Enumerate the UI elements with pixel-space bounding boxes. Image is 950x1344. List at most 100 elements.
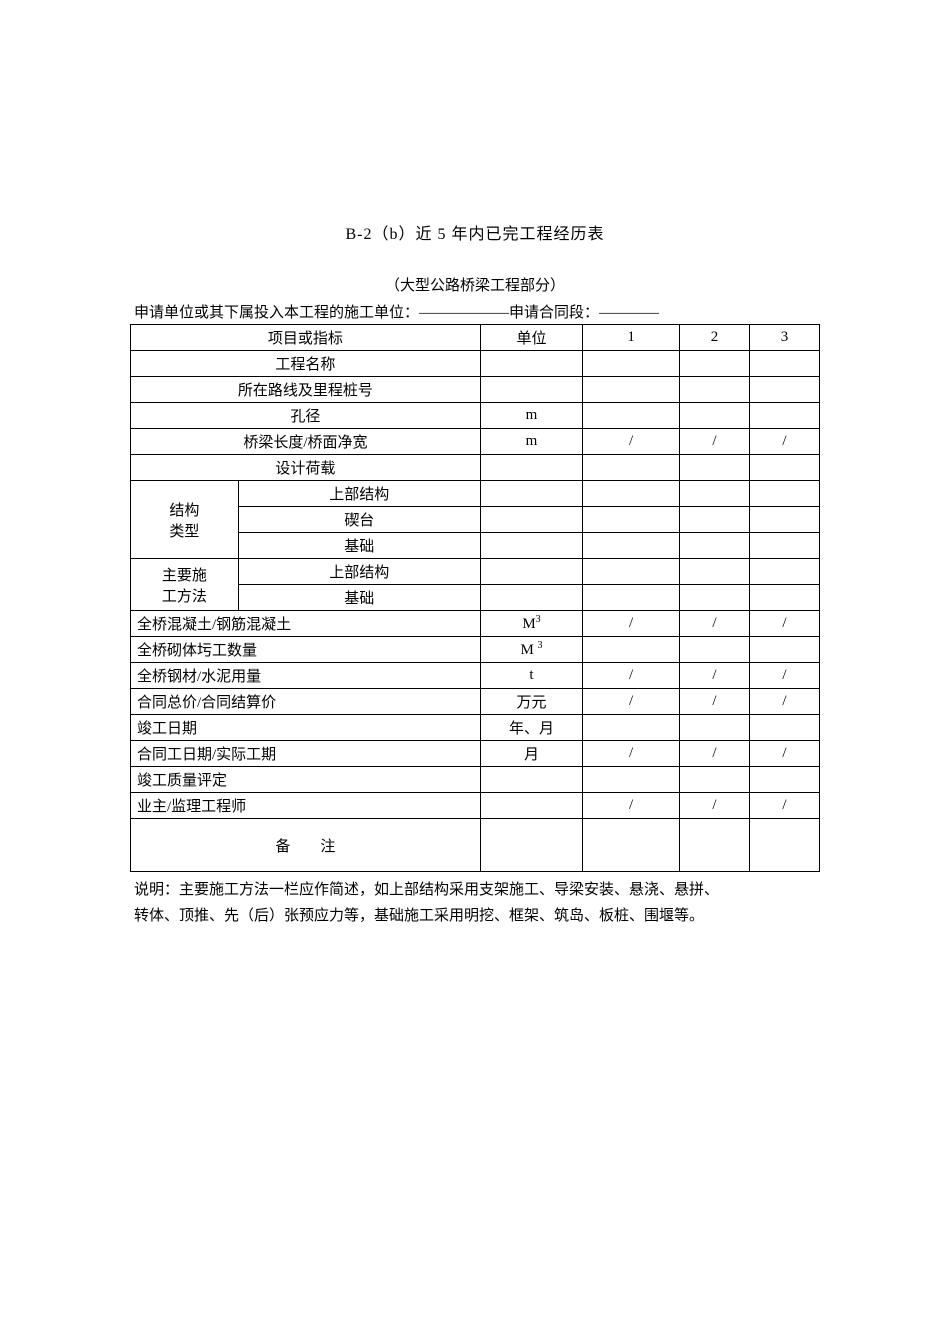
cell xyxy=(480,351,582,377)
header-line: 申请单位或其下属投入本工程的施工单位：——————申请合同段：———— xyxy=(134,301,820,322)
row-method-found: 基础 xyxy=(238,585,480,611)
row-struct-found: 基础 xyxy=(238,533,480,559)
header-mid: 申请合同段： xyxy=(509,305,599,321)
cell xyxy=(749,507,819,533)
cell: / xyxy=(583,611,680,637)
cell xyxy=(583,403,680,429)
cell xyxy=(480,455,582,481)
row-concrete: 全桥混凝土/钢筋混凝土 xyxy=(131,611,481,637)
cell-unit: m xyxy=(480,429,582,455)
cell xyxy=(583,715,680,741)
cell xyxy=(749,585,819,611)
cell xyxy=(680,403,750,429)
note-line-1: 说明：主要施工方法一栏应作简述，如上部结构采用支架施工、导梁安装、悬浇、悬拼、 xyxy=(134,882,719,898)
cell: / xyxy=(749,741,819,767)
cell xyxy=(480,481,582,507)
cell xyxy=(680,481,750,507)
cell xyxy=(680,455,750,481)
page-subtitle: （大型公路桥梁工程部分） xyxy=(130,274,820,295)
cell xyxy=(480,507,582,533)
table-row: 设计荷载 xyxy=(131,455,820,481)
row-steel-cement: 全桥钢材/水泥用量 xyxy=(131,663,481,689)
cell xyxy=(680,533,750,559)
table-row: 全桥混凝土/钢筋混凝土 M3 / / / xyxy=(131,611,820,637)
cell-unit: 万元 xyxy=(480,689,582,715)
cell xyxy=(480,585,582,611)
row-owner: 业主/监理工程师 xyxy=(131,793,481,819)
cell xyxy=(583,455,680,481)
table-row: 工程名称 xyxy=(131,351,820,377)
cell xyxy=(749,351,819,377)
cell xyxy=(680,559,750,585)
experience-table: 项目或指标 单位 1 2 3 工程名称 所在路线及里程桩号 孔径 m 桥梁长度/… xyxy=(130,324,820,872)
row-route: 所在路线及里程桩号 xyxy=(131,377,481,403)
method-l2: 工方法 xyxy=(162,589,207,605)
page-title: B-2（b）近 5 年内已完工程经历表 xyxy=(130,220,820,244)
cell: / xyxy=(749,689,819,715)
table-row: 主要施 工方法 上部结构 xyxy=(131,559,820,585)
header-blank-2: ———— xyxy=(599,305,659,321)
cell xyxy=(749,403,819,429)
cell: / xyxy=(680,793,750,819)
cell-unit: M 3 xyxy=(480,637,582,663)
cell xyxy=(749,559,819,585)
cell xyxy=(583,767,680,793)
note-text: 说明：主要施工方法一栏应作简述，如上部结构采用支架施工、导梁安装、悬浇、悬拼、 … xyxy=(134,878,820,929)
row-contract-price: 合同总价/合同结算价 xyxy=(131,689,481,715)
cell: / xyxy=(583,689,680,715)
cell: / xyxy=(680,689,750,715)
cell xyxy=(749,715,819,741)
cell-unit: M3 xyxy=(480,611,582,637)
row-remark: 备 注 xyxy=(131,819,481,872)
cell xyxy=(749,533,819,559)
header-c3: 3 xyxy=(749,325,819,351)
row-struct-pier: 碶台 xyxy=(238,507,480,533)
header-unit: 单位 xyxy=(480,325,582,351)
table-row: 全桥砌体圬工数量 M 3 xyxy=(131,637,820,663)
table-row: 业主/监理工程师 / / / xyxy=(131,793,820,819)
cell xyxy=(480,767,582,793)
header-prefix: 申请单位或其下属投入本工程的施工单位： xyxy=(134,305,419,321)
cell xyxy=(480,793,582,819)
table-row: 结构 类型 上部结构 xyxy=(131,481,820,507)
row-method-upper: 上部结构 xyxy=(238,559,480,585)
cell: / xyxy=(749,429,819,455)
cell-unit: 月 xyxy=(480,741,582,767)
cell xyxy=(583,481,680,507)
cell: / xyxy=(680,741,750,767)
cell xyxy=(749,819,819,872)
cell xyxy=(583,585,680,611)
cell xyxy=(583,559,680,585)
cell xyxy=(680,507,750,533)
cell xyxy=(480,533,582,559)
row-masonry: 全桥砌体圬工数量 xyxy=(131,637,481,663)
cell xyxy=(749,455,819,481)
cell: / xyxy=(583,429,680,455)
cell-unit: t xyxy=(480,663,582,689)
cell xyxy=(480,377,582,403)
cell xyxy=(583,637,680,663)
cell xyxy=(680,585,750,611)
row-duration: 合同工日期/实际工期 xyxy=(131,741,481,767)
table-row: 孔径 m xyxy=(131,403,820,429)
struct-type-l2: 类型 xyxy=(169,524,199,540)
table-row: 备 注 xyxy=(131,819,820,872)
table-row: 桥梁长度/桥面净宽 m / / / xyxy=(131,429,820,455)
note-line-2: 转体、顶推、先（后）张预应力等，基础施工采用明挖、框架、筑岛、板桩、围堰等。 xyxy=(134,908,704,924)
table-row: 竣工日期 年、月 xyxy=(131,715,820,741)
row-quality: 竣工质量评定 xyxy=(131,767,481,793)
struct-type-l1: 结构 xyxy=(169,503,199,519)
cell xyxy=(583,351,680,377)
cell xyxy=(680,637,750,663)
cell: / xyxy=(749,663,819,689)
cell: / xyxy=(680,663,750,689)
table-row: 合同工日期/实际工期 月 / / / xyxy=(131,741,820,767)
method-l1: 主要施 xyxy=(162,568,207,584)
row-project-name: 工程名称 xyxy=(131,351,481,377)
cell xyxy=(480,819,582,872)
cell-unit: 年、月 xyxy=(480,715,582,741)
cell xyxy=(680,819,750,872)
row-bridge-len: 桥梁长度/桥面净宽 xyxy=(131,429,481,455)
table-row: 项目或指标 单位 1 2 3 xyxy=(131,325,820,351)
cell xyxy=(583,819,680,872)
